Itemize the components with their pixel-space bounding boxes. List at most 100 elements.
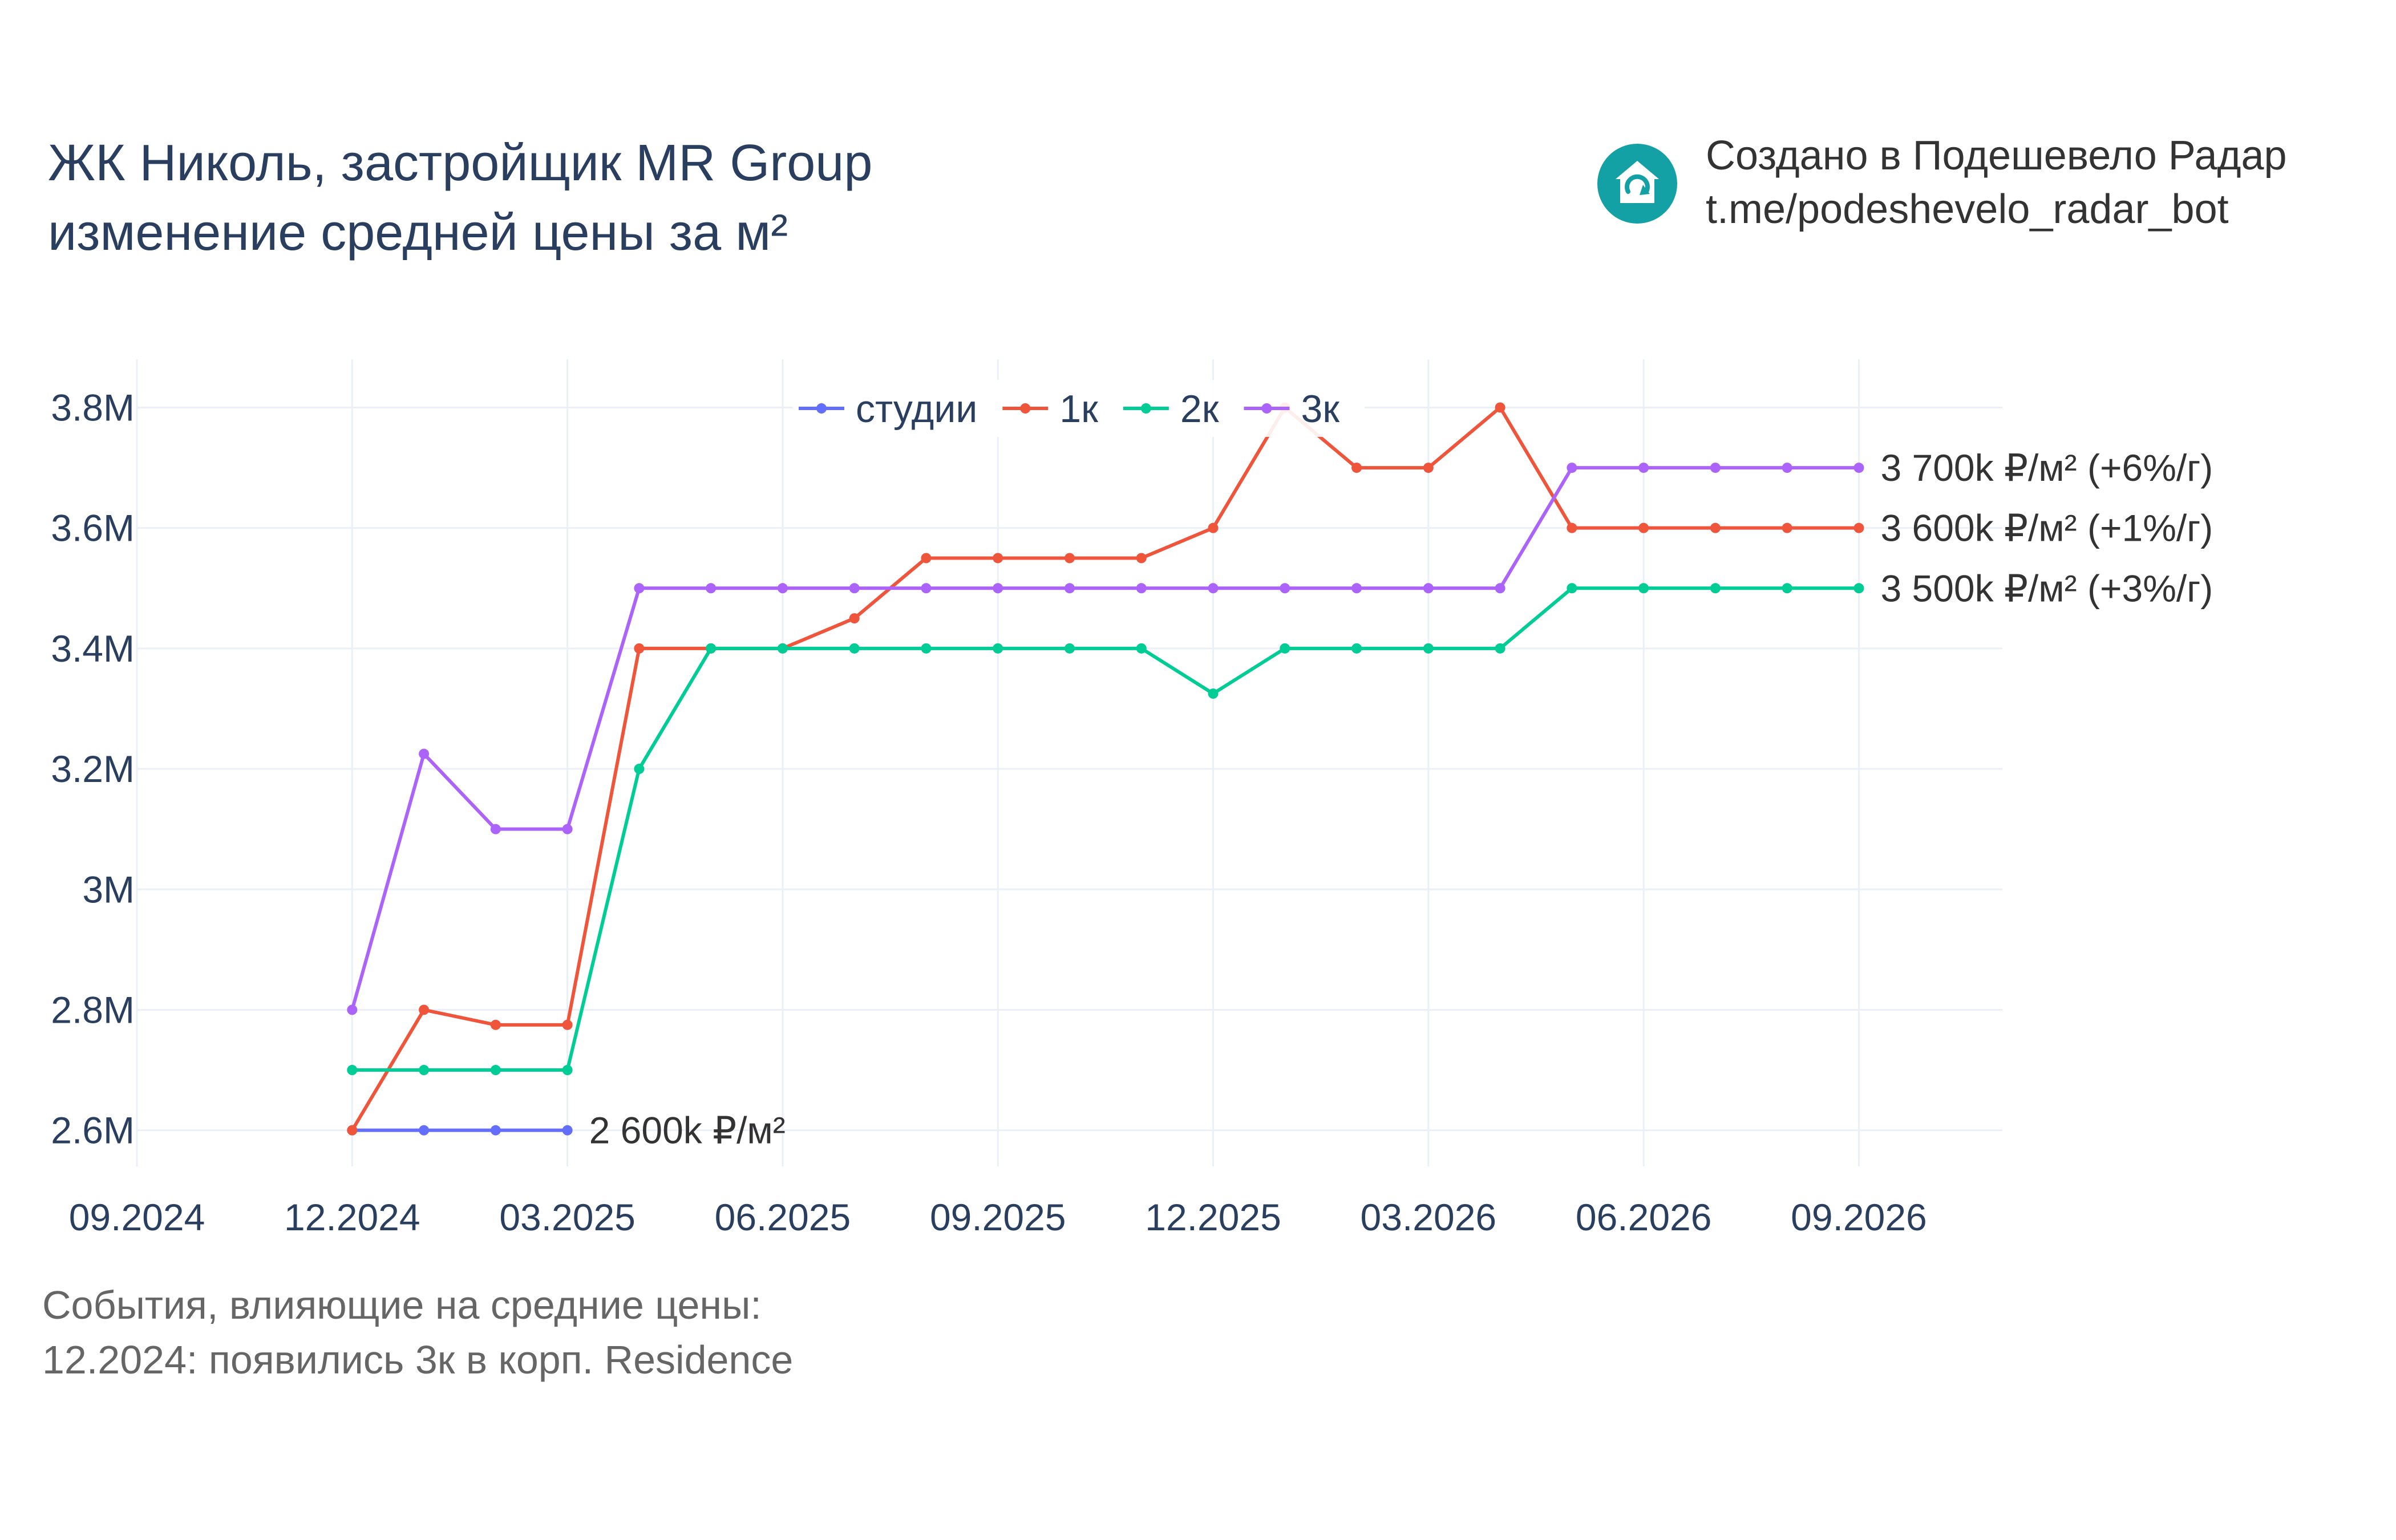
data-point (921, 553, 932, 564)
data-point (1065, 553, 1075, 564)
data-point (1638, 522, 1649, 533)
data-point (1853, 522, 1864, 533)
data-point (490, 1065, 501, 1076)
data-point (1495, 402, 1505, 413)
y-tick-label: 3.2M (51, 748, 135, 790)
chart-grid (136, 359, 2002, 1166)
chart-subtitle: изменение средней цены за м² (48, 204, 788, 261)
data-point (1567, 583, 1577, 594)
data-point (419, 1004, 430, 1015)
data-point (849, 643, 860, 654)
data-point (490, 1019, 501, 1030)
data-point (1423, 583, 1434, 594)
data-point (1136, 583, 1147, 594)
data-point (777, 583, 788, 594)
data-point (1710, 522, 1721, 533)
legend-label: студии (856, 387, 977, 431)
data-point (1351, 463, 1362, 473)
y-tick-label: 3.4M (51, 627, 135, 670)
data-point (562, 1065, 573, 1076)
legend-item-студии: студии (799, 387, 977, 431)
y-tick-label: 2.8M (51, 988, 135, 1031)
data-point (1423, 643, 1434, 654)
data-point (993, 643, 1003, 654)
series-1к (347, 402, 1864, 1136)
events-heading: События, влияющие на средние цены: (42, 1283, 762, 1327)
data-point (490, 824, 501, 834)
data-point (347, 1004, 358, 1015)
data-point (1853, 463, 1864, 473)
x-tick-label: 06.2025 (715, 1196, 851, 1238)
data-point (1710, 463, 1721, 473)
chart-legend: студии 1к 2к 3к (793, 380, 1365, 437)
data-point (1423, 463, 1434, 473)
data-point (347, 1065, 358, 1076)
legend-item-1к: 1к (1002, 387, 1099, 431)
data-point (347, 1125, 358, 1136)
data-point (849, 613, 860, 624)
data-point (634, 643, 645, 654)
data-point (1782, 463, 1792, 473)
chart-series (347, 402, 1864, 1136)
legend-marker (1140, 403, 1151, 414)
data-point (1065, 583, 1075, 594)
end-label: 2 600k ₽/м² (589, 1109, 786, 1152)
y-tick-label: 3.8M (51, 386, 135, 428)
end-label: 3 700k ₽/м² (+6%/г) (1880, 447, 2213, 489)
data-point (490, 1125, 501, 1136)
series-end-labels: 2 600k ₽/м² 3 600k ₽/м² (+1%/г) 3 500k ₽/м… (589, 447, 2213, 1152)
data-point (1280, 643, 1290, 654)
data-point (1638, 583, 1649, 594)
data-point (706, 583, 717, 594)
brand-logo-icon[interactable] (1597, 144, 1677, 224)
series-line (350, 406, 1859, 1132)
data-point (706, 643, 717, 654)
legend-marker (1020, 403, 1031, 414)
legend-label: 2к (1180, 387, 1220, 431)
series-line (352, 586, 1859, 1072)
x-tick-label: 12.2024 (284, 1196, 420, 1238)
x-tick-label: 09.2026 (1791, 1196, 1927, 1238)
x-tick-label: 12.2025 (1145, 1196, 1281, 1238)
data-point (921, 643, 932, 654)
data-point (993, 553, 1003, 564)
data-point (1208, 583, 1219, 594)
data-point (562, 1019, 573, 1030)
x-tick-label: 06.2026 (1576, 1196, 1712, 1238)
legend-marker (1261, 403, 1272, 414)
series-студии (347, 1125, 573, 1136)
data-point (419, 1125, 430, 1136)
data-point (562, 824, 573, 834)
data-point (1136, 553, 1147, 564)
data-point (419, 1065, 430, 1076)
data-point (1136, 643, 1147, 654)
x-axis: 09.2024 12.2024 03.2025 06.2025 09.2025 12.20… (69, 1196, 1927, 1238)
data-point (1567, 522, 1577, 533)
legend-item-3к: 3к (1244, 387, 1340, 431)
events-note: События, влияющие на средние цены: 12.20… (42, 1278, 793, 1387)
x-tick-label: 09.2025 (930, 1196, 1066, 1238)
data-point (1065, 643, 1075, 654)
series-3к (347, 463, 1864, 1015)
data-point (1351, 583, 1362, 594)
refresh-arrow-icon (1625, 174, 1650, 194)
series-line (350, 466, 1859, 1011)
end-label: 3 500k ₽/м² (+3%/г) (1880, 567, 2213, 609)
y-tick-label: 3M (82, 868, 135, 910)
x-tick-label: 09.2024 (69, 1196, 205, 1238)
data-point (419, 748, 430, 759)
data-point (1208, 688, 1219, 699)
data-point (1782, 583, 1792, 594)
brand-name: Создано в Подешевело Радар (1706, 133, 2287, 179)
data-point (634, 583, 645, 594)
data-point (1853, 583, 1864, 594)
x-tick-label: 03.2025 (499, 1196, 636, 1238)
data-point (777, 643, 788, 654)
y-axis: 2.6M 2.8M 3M 3.2M 3.4M 3.6M 3.8M (51, 386, 135, 1151)
brand-link[interactable]: t.me/podeshevelo_radar_bot (1706, 187, 2229, 232)
x-tick-label: 03.2026 (1361, 1196, 1497, 1238)
data-point (1280, 583, 1290, 594)
y-tick-label: 2.6M (51, 1109, 135, 1152)
data-point (1710, 583, 1721, 594)
legend-item-2к: 2к (1123, 387, 1220, 431)
